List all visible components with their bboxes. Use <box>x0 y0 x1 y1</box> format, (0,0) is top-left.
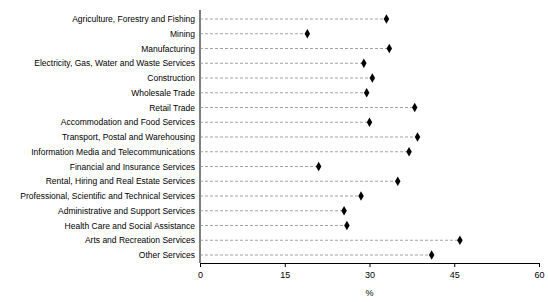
y-tick: Wholesale Trade <box>131 88 200 98</box>
x-tick-label: 15 <box>280 270 290 280</box>
leader-line <box>200 225 347 226</box>
y-axis: Agriculture, Forestry and Fishing Mining M… <box>20 14 200 260</box>
category-label: Transport, Postal and Warehousing <box>62 132 195 142</box>
x-tick-label: 0 <box>198 270 203 280</box>
category-label: Retail Trade <box>149 103 195 113</box>
category-label: Other Services <box>139 250 195 260</box>
category-label: Professional, Scientific and Technical S… <box>20 191 195 201</box>
dot-marker <box>387 44 392 53</box>
category-label: Manufacturing <box>141 44 195 54</box>
category-label: Agriculture, Forestry and Fishing <box>72 14 195 24</box>
leader-line <box>200 107 415 108</box>
y-tick: Construction <box>147 73 200 83</box>
y-tick: Electricity, Gas, Water and Waste Servic… <box>34 58 200 68</box>
dot-marker <box>395 177 400 186</box>
y-tick: Retail Trade <box>149 103 200 113</box>
category-label: Administrative and Support Services <box>58 206 195 216</box>
leader-line <box>200 19 386 20</box>
leader-line <box>200 48 389 49</box>
leader-line <box>200 92 367 93</box>
leader-line <box>200 255 432 256</box>
dot-marker <box>305 29 310 38</box>
x-tick: 60 <box>534 263 544 280</box>
leader-line <box>200 240 460 241</box>
x-tick-mark <box>539 263 540 267</box>
x-tick: 45 <box>450 263 460 280</box>
dot-marker <box>457 236 462 245</box>
category-label: Rental, Hiring and Real Estate Services <box>46 176 195 186</box>
x-tick-mark <box>200 263 201 267</box>
category-label: Electricity, Gas, Water and Waste Servic… <box>34 58 195 68</box>
x-tick: 0 <box>198 263 203 280</box>
x-tick-mark <box>285 263 286 267</box>
y-tick: Mining <box>170 29 200 39</box>
category-label: Financial and Insurance Services <box>70 162 195 172</box>
dot-marker <box>358 191 363 200</box>
leader-line <box>200 122 370 123</box>
dot-marker <box>412 103 417 112</box>
x-axis: 0 15 30 45 60 <box>198 263 545 280</box>
x-tick-mark <box>454 263 455 267</box>
y-tick: Financial and Insurance Services <box>70 162 200 172</box>
x-tick-label: 60 <box>534 270 544 280</box>
dot-marker <box>370 73 375 82</box>
y-tick: Other Services <box>139 250 200 260</box>
dot-marker <box>361 59 366 68</box>
leader-line <box>200 151 409 152</box>
leader-line <box>200 137 418 138</box>
category-label: Arts and Recreation Services <box>85 235 195 245</box>
leader-line <box>200 166 319 167</box>
x-tick-label: 45 <box>450 270 460 280</box>
dot-marker <box>341 206 346 215</box>
category-label: Health Care and Social Assistance <box>65 221 196 231</box>
leader-line <box>200 63 364 64</box>
x-axis-title: % <box>365 288 373 298</box>
category-label: Information Media and Telecommunications <box>31 147 195 157</box>
x-tick: 15 <box>280 263 290 280</box>
dot-marker <box>316 162 321 171</box>
leader-line <box>200 33 307 34</box>
y-tick: Rental, Hiring and Real Estate Services <box>46 176 200 186</box>
y-tick: Agriculture, Forestry and Fishing <box>72 14 200 24</box>
y-tick: Health Care and Social Assistance <box>65 221 200 231</box>
y-axis-line <box>200 10 201 263</box>
chart: Agriculture, Forestry and Fishing Mining M… <box>0 0 548 302</box>
category-label: Accommodation and Food Services <box>61 117 195 127</box>
plot-area <box>200 14 463 259</box>
y-tick: Professional, Scientific and Technical S… <box>20 191 200 201</box>
dot-marker <box>429 250 434 259</box>
leader-line <box>200 78 372 79</box>
y-tick: Transport, Postal and Warehousing <box>62 132 200 142</box>
category-label: Wholesale Trade <box>131 88 195 98</box>
y-tick: Manufacturing <box>141 44 200 54</box>
leader-line <box>200 181 398 182</box>
x-tick: 30 <box>365 263 375 280</box>
category-label: Construction <box>147 73 195 83</box>
dot-marker <box>406 147 411 156</box>
y-tick: Arts and Recreation Services <box>85 235 200 245</box>
leader-line <box>200 210 344 211</box>
dot-marker <box>367 118 372 127</box>
y-tick: Information Media and Telecommunications <box>31 147 200 157</box>
dot-marker <box>415 132 420 141</box>
leader-line <box>200 196 361 197</box>
y-tick: Accommodation and Food Services <box>61 117 200 127</box>
x-tick-mark <box>370 263 371 267</box>
dot-marker <box>364 88 369 97</box>
dot-marker <box>344 221 349 230</box>
y-tick: Administrative and Support Services <box>58 206 200 216</box>
category-label: Mining <box>170 29 195 39</box>
dot-marker <box>384 14 389 23</box>
x-tick-label: 30 <box>365 270 375 280</box>
